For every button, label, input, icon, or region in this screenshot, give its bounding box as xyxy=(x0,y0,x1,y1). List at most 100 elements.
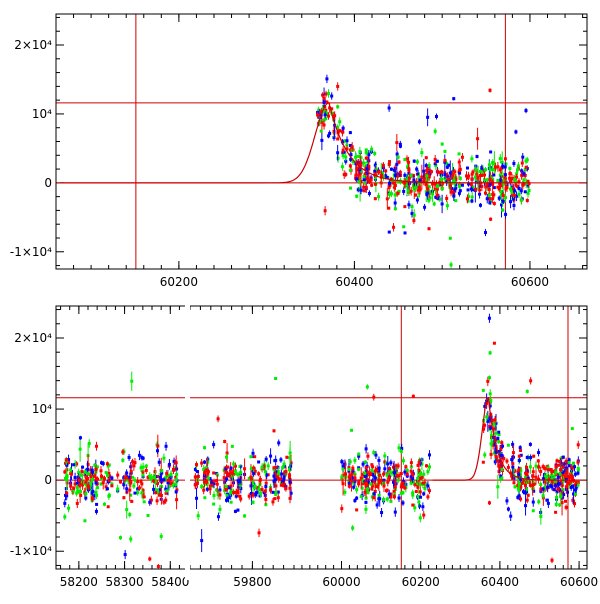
bottom-seg2a-point xyxy=(391,465,395,469)
bottom-seg2b-point xyxy=(546,464,550,468)
top-point xyxy=(523,173,527,177)
top-point xyxy=(465,166,469,170)
bottom-seg2a-point xyxy=(348,460,352,464)
bottom-seg0-point xyxy=(72,486,76,490)
bottom-seg0-point xyxy=(129,469,133,473)
bottom-seg1-point xyxy=(288,486,292,490)
bottom-seg2a-point xyxy=(351,466,355,470)
top-point xyxy=(374,168,378,172)
bottom-seg2b-point xyxy=(506,443,510,447)
top-point xyxy=(392,168,396,172)
bottom-seg2b-point xyxy=(519,485,523,489)
top-point xyxy=(445,162,449,166)
bottom-seg0-point xyxy=(75,486,79,490)
top-point xyxy=(432,202,436,206)
bottom-seg0-point xyxy=(67,458,71,462)
bottom-seg1-point xyxy=(257,460,261,464)
bottom-seg2b-point xyxy=(489,442,493,446)
bottom-seg2b-point xyxy=(493,460,497,464)
top-point xyxy=(420,175,424,179)
bottom-seg2a-point xyxy=(377,481,381,485)
top-point xyxy=(522,178,526,182)
bottom-seg2a-point xyxy=(372,492,376,496)
top-point xyxy=(498,173,502,177)
top-ytick-label: 2×10⁴ xyxy=(14,38,52,52)
bottom-seg2a-point xyxy=(372,480,376,484)
top-point xyxy=(338,120,342,124)
bottom-seg1-point xyxy=(226,465,230,469)
bottom-seg1-point xyxy=(225,455,229,459)
bottom-seg2b-point xyxy=(513,469,517,473)
bottom-seg0-point xyxy=(78,489,82,493)
bottom-seg2a-point xyxy=(347,482,351,486)
top-point xyxy=(485,178,489,182)
top-point xyxy=(377,170,381,174)
bottom-seg2a-point xyxy=(360,486,364,490)
bottom-seg2b-point xyxy=(493,418,497,422)
bottom-seg2b-point xyxy=(521,481,525,485)
top-point xyxy=(500,160,504,164)
bottom-seg0-point xyxy=(78,447,82,451)
bottom-seg1-point xyxy=(251,500,255,504)
top-point xyxy=(483,168,487,172)
bottom-seg2b-point xyxy=(560,501,564,505)
bottom-seg2b-point xyxy=(543,475,547,479)
top-point xyxy=(503,157,507,161)
bottom-seg0-point xyxy=(84,480,88,484)
top-point xyxy=(496,179,500,183)
bottom-seg0-point xyxy=(72,463,76,467)
bottom-seg0-point xyxy=(129,480,133,484)
bottom-seg2b-point xyxy=(549,468,553,472)
top-point xyxy=(493,165,497,169)
bottom-seg1-point xyxy=(289,491,293,495)
bottom-seg2b-point xyxy=(537,451,541,455)
top-point xyxy=(344,172,348,176)
bottom-seg2b-point xyxy=(517,454,521,458)
top-point xyxy=(418,188,422,192)
bottom-seg1-point xyxy=(262,491,266,495)
bottom-seg0-point xyxy=(137,453,141,457)
bottom-seg1-point xyxy=(263,489,267,493)
bottom-seg1-point xyxy=(234,490,238,494)
top-point xyxy=(492,162,496,166)
bottom-seg1-point xyxy=(195,481,199,485)
bottom-seg0-point xyxy=(133,491,137,495)
top-point xyxy=(440,182,444,186)
bottom-seg0-point xyxy=(105,462,109,466)
bottom-seg2b-point xyxy=(545,498,549,502)
top-point xyxy=(336,137,340,141)
bottom-seg2a-point xyxy=(393,485,397,489)
top-point xyxy=(370,183,374,187)
top-point xyxy=(500,203,504,207)
bottom-seg0-xtick-label: 58300 xyxy=(105,575,143,589)
bottom-seg2a-point xyxy=(413,482,417,486)
top-point xyxy=(526,191,530,195)
top-point xyxy=(433,158,437,162)
bottom-seg2b-point xyxy=(490,440,494,444)
bottom-seg2b-point xyxy=(490,419,494,423)
bottom-seg2b-point xyxy=(576,468,580,472)
bottom-seg2b-point xyxy=(559,495,563,499)
top-point xyxy=(364,151,368,155)
top-point xyxy=(458,176,462,180)
bottom-seg2a-point xyxy=(399,485,403,489)
top-point xyxy=(487,163,491,167)
top-point xyxy=(457,160,461,164)
bottom-seg2b-point xyxy=(492,427,496,431)
top-ytick-label: 0 xyxy=(44,176,52,190)
bottom-seg0-point xyxy=(174,478,178,482)
top-point xyxy=(509,187,513,191)
bottom-seg1-point xyxy=(263,470,267,474)
bottom-seg1-point xyxy=(239,470,243,474)
top-point xyxy=(512,196,516,200)
bottom-seg1-point xyxy=(287,468,291,472)
top-point xyxy=(387,106,391,110)
bottom-seg2b-point xyxy=(541,494,545,498)
bottom-seg2b-point xyxy=(523,491,527,495)
bottom-seg2b-point xyxy=(499,474,503,478)
bottom-seg2a-point xyxy=(416,479,420,483)
top-point xyxy=(521,155,525,159)
bottom-seg1-point xyxy=(249,467,253,471)
bottom-seg2b-point xyxy=(564,485,568,489)
bottom-seg0-point xyxy=(166,474,170,478)
